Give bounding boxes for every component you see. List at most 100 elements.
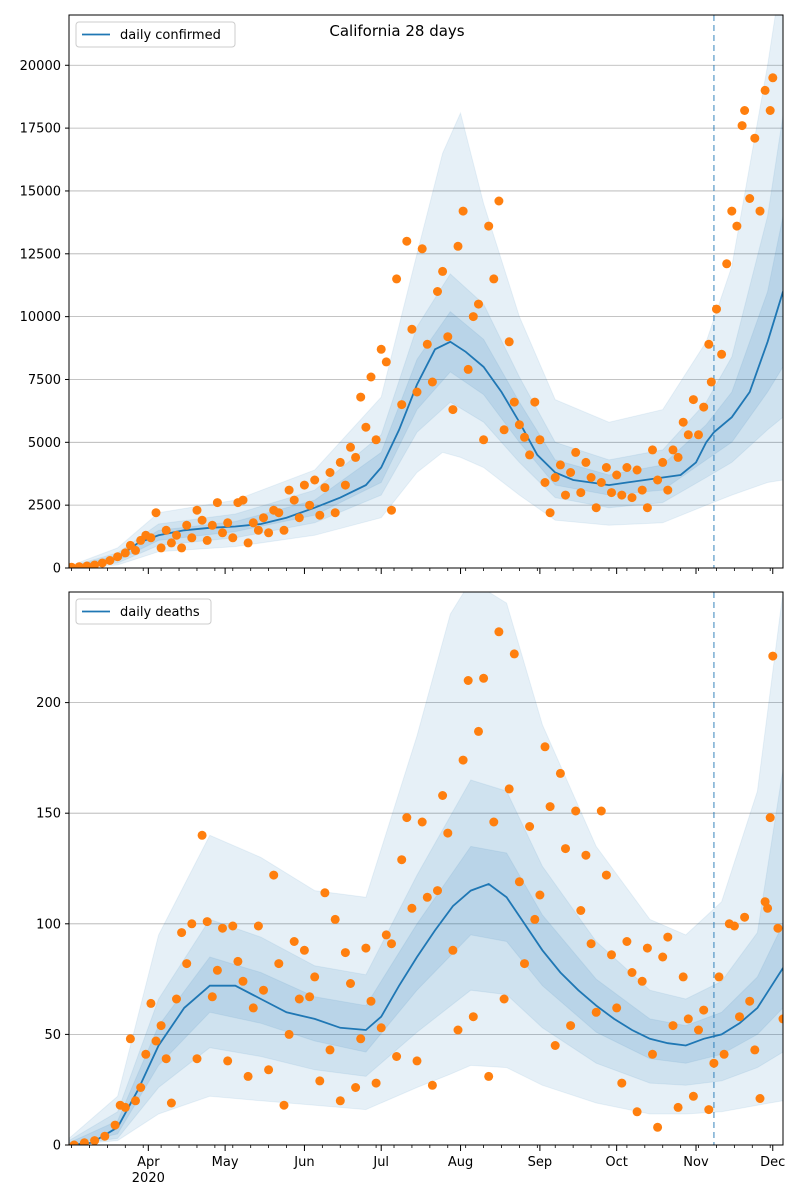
observed-point xyxy=(417,244,427,254)
observed-point xyxy=(166,1098,176,1108)
observed-point xyxy=(192,505,202,515)
observed-point xyxy=(658,457,668,467)
legend-box xyxy=(75,21,236,48)
y-tick-label: 12500 xyxy=(20,247,61,262)
observed-point xyxy=(581,850,591,860)
observed-point xyxy=(233,956,243,966)
y-tick-label: 0 xyxy=(53,1139,61,1154)
observed-point xyxy=(591,1007,601,1017)
observed-point xyxy=(458,206,468,216)
observed-point xyxy=(197,830,207,840)
observed-point xyxy=(535,890,545,900)
observed-point xyxy=(402,813,412,823)
observed-point xyxy=(699,1005,709,1015)
observed-point xyxy=(125,1034,135,1044)
observed-point xyxy=(381,357,391,367)
observed-point xyxy=(658,952,668,962)
observed-point xyxy=(571,806,581,816)
observed-point xyxy=(704,339,714,349)
y-tick-label: 20000 xyxy=(20,59,61,74)
observed-point xyxy=(642,943,652,953)
observed-point xyxy=(653,1122,663,1132)
observed-point xyxy=(177,543,187,553)
observed-point xyxy=(509,397,519,407)
observed-point xyxy=(361,422,371,432)
observed-point xyxy=(586,473,596,482)
observed-point xyxy=(264,528,274,538)
observed-point xyxy=(768,651,778,661)
observed-point xyxy=(632,1107,642,1117)
observed-point xyxy=(315,510,325,520)
band-middle-uncertainty-band xyxy=(69,768,783,1145)
observed-point xyxy=(448,405,458,415)
observed-point xyxy=(765,813,775,823)
observed-point xyxy=(489,817,499,827)
observed-point xyxy=(392,274,402,284)
observed-point xyxy=(243,538,253,548)
observed-point xyxy=(294,513,304,523)
observed-point xyxy=(555,460,565,470)
observed-point xyxy=(207,520,217,530)
observed-point xyxy=(310,475,320,485)
observed-point xyxy=(622,937,632,946)
x-tick-label: Sep xyxy=(528,1155,553,1170)
observed-point xyxy=(259,985,268,995)
observed-point xyxy=(540,742,550,752)
axes-frame xyxy=(68,14,784,569)
observed-point xyxy=(648,1049,657,1059)
observed-point xyxy=(146,533,156,543)
x-tick-label: Jun xyxy=(293,1155,314,1170)
y-tick-label: 10000 xyxy=(20,310,61,325)
observed-point xyxy=(407,903,417,913)
observed-point xyxy=(315,1076,325,1086)
observed-point xyxy=(694,430,703,440)
observed-point xyxy=(187,919,197,929)
observed-point xyxy=(750,133,760,143)
observed-point xyxy=(591,503,601,513)
observed-point xyxy=(131,545,140,555)
observed-point xyxy=(458,755,468,765)
observed-point xyxy=(320,483,330,493)
x-tick-label: May xyxy=(212,1155,239,1170)
observed-point xyxy=(504,784,514,794)
observed-point xyxy=(182,520,192,530)
observed-point xyxy=(722,259,732,269)
observed-point xyxy=(763,903,773,913)
observed-point xyxy=(765,106,775,115)
observed-point xyxy=(709,1058,719,1068)
observed-point xyxy=(540,478,550,487)
observed-point xyxy=(238,495,248,505)
observed-point xyxy=(760,85,770,95)
observed-point xyxy=(259,513,268,523)
observed-point xyxy=(550,473,560,482)
observed-point xyxy=(668,445,678,455)
observed-point xyxy=(151,508,161,518)
observed-point xyxy=(340,948,350,958)
observed-point xyxy=(484,221,494,231)
observed-point xyxy=(525,450,535,460)
observed-point xyxy=(755,206,765,216)
observed-point xyxy=(279,1100,289,1110)
observed-point xyxy=(673,452,683,462)
observed-point xyxy=(545,802,555,812)
observed-point xyxy=(274,508,284,518)
observed-point xyxy=(113,552,123,562)
observed-point xyxy=(729,921,739,931)
observed-point xyxy=(688,395,698,405)
observed-point xyxy=(586,939,596,949)
observed-point xyxy=(745,996,755,1006)
observed-point xyxy=(120,548,130,558)
legend-box xyxy=(75,598,212,625)
observed-point xyxy=(248,518,258,528)
observed-point xyxy=(555,768,565,778)
x-tick-label: Aug xyxy=(448,1155,473,1170)
legend: daily deaths xyxy=(75,598,212,625)
observed-point xyxy=(397,400,407,410)
observed-point xyxy=(351,1083,361,1092)
observed-point xyxy=(392,1052,402,1061)
observed-point xyxy=(371,1078,381,1088)
y-tick-label: 150 xyxy=(36,807,61,822)
observed-point xyxy=(717,349,727,359)
observed-point xyxy=(376,344,386,354)
observed-point xyxy=(468,312,478,322)
